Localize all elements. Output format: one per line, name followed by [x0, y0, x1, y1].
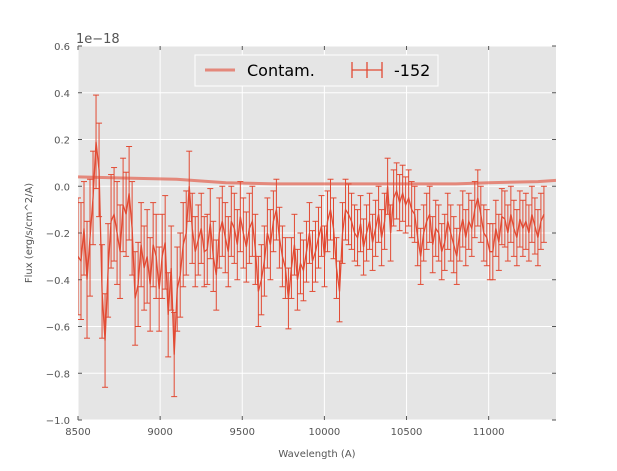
legend-152-label: -152	[394, 61, 430, 80]
x-tick-label: 9500	[230, 427, 255, 438]
legend-box	[194, 54, 439, 87]
legend-contam-label: Contam.	[247, 61, 315, 80]
x-tick-label: 9000	[147, 427, 172, 438]
x-axis-label: Wavelength (A)	[278, 449, 355, 460]
grid	[77, 45, 556, 421]
legend: Contam. -152	[194, 54, 439, 87]
y-axis-label: Flux (erg/s/cm^2/A)	[24, 183, 35, 283]
y-tick-label: 0.0	[54, 182, 70, 193]
y-tick-label: 0.2	[54, 136, 70, 147]
x-tick-label: 11000	[473, 427, 505, 438]
series-152-line	[78, 141, 545, 355]
y-tick-label: −1.0	[46, 416, 70, 427]
series-layer	[78, 94, 556, 398]
x-tick-label: 10000	[308, 427, 340, 438]
y-tick-label: 0.6	[54, 42, 70, 53]
x-tick-label: 8500	[65, 427, 90, 438]
x-tick-label: 10500	[391, 427, 423, 438]
y-tick-label: −0.8	[46, 369, 70, 380]
y-tick-label: 0.4	[54, 89, 70, 100]
y-tick-label: −0.6	[46, 323, 70, 334]
legend-errorbar-swatch	[351, 62, 383, 78]
error-bar	[78, 197, 81, 316]
offset-text: 1e−18	[76, 32, 120, 47]
x-ticks: 8500 9000 9500 10000 10500 11000	[65, 46, 505, 438]
y-ticks: 0.6 0.4 0.2 0.0 −0.2 −0.4 −0.6 −0.8 −1.0	[46, 42, 556, 427]
contam-line	[78, 175, 556, 186]
y-tick-label: −0.4	[46, 276, 70, 287]
y-tick-label: −0.2	[46, 229, 70, 240]
